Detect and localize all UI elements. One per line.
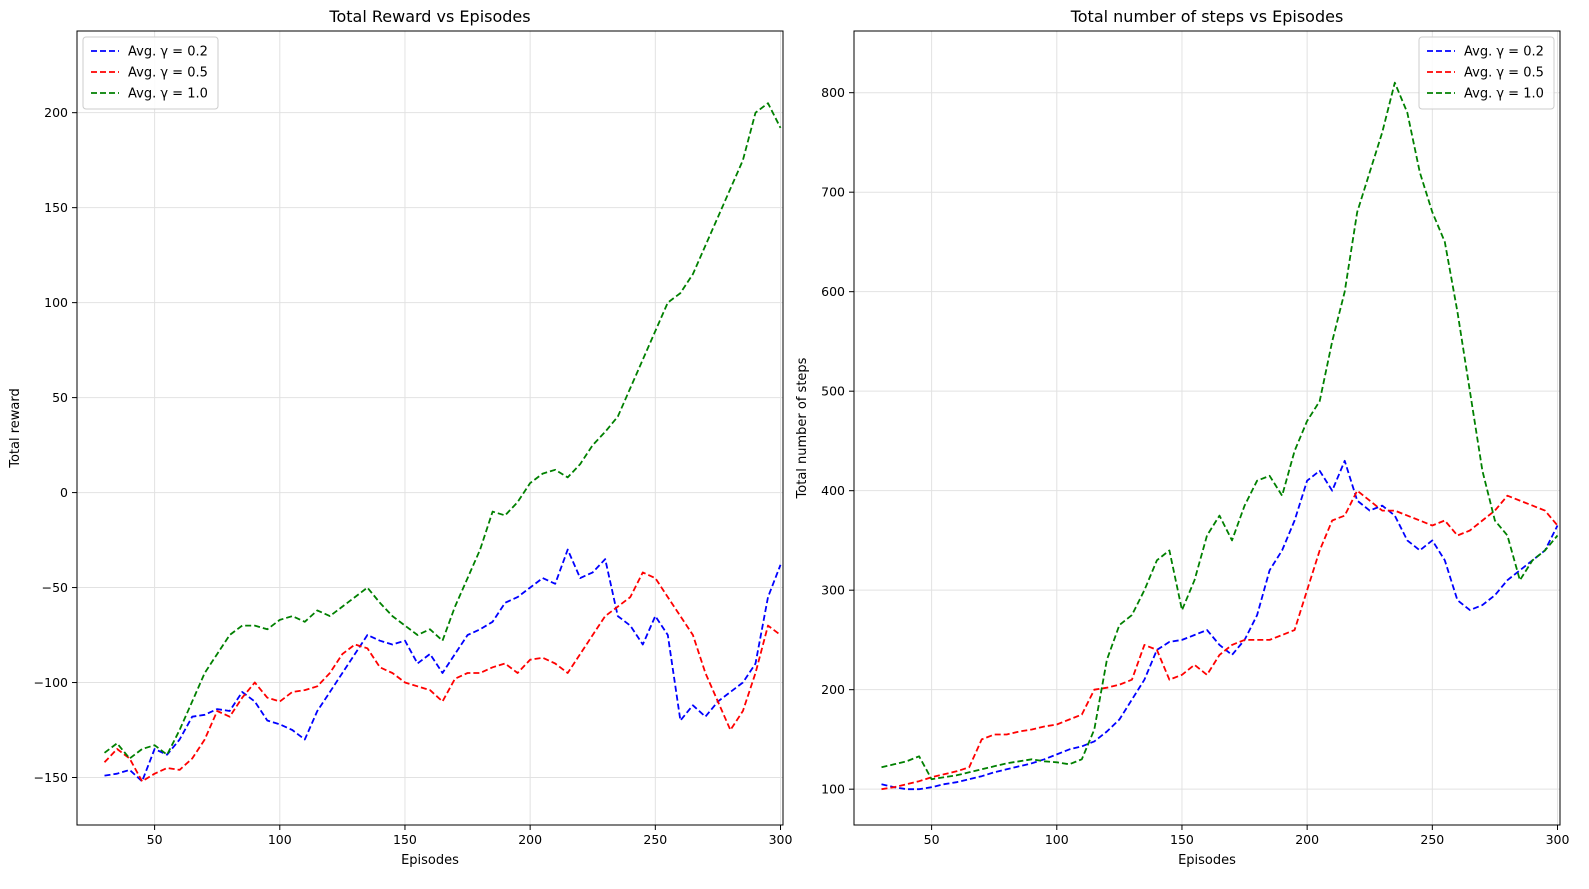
x-tick-label: 200 — [1295, 832, 1319, 847]
y-tick-label: 150 — [44, 200, 68, 215]
y-tick-label: 500 — [821, 384, 845, 399]
y-tick-label: 0 — [60, 485, 68, 500]
y-tick-label: 600 — [821, 284, 845, 299]
y-tick-label: 200 — [44, 105, 68, 120]
legend-label: Avg. γ = 0.5 — [1464, 66, 1544, 81]
series-line-1 — [881, 489, 1559, 791]
legend-label: Avg. γ = 1.0 — [1464, 87, 1544, 102]
series-line-2 — [881, 81, 1559, 781]
x-tick-label: 150 — [393, 832, 417, 847]
legend-label: Avg. γ = 0.5 — [128, 66, 208, 81]
y-tick-label: 800 — [821, 85, 845, 100]
y-tick-label: 50 — [52, 390, 68, 405]
y-tick-label: 200 — [821, 682, 845, 697]
reward-chart-y-axis-label: Total reward — [8, 388, 23, 469]
reward-chart-title: Total Reward vs Episodes — [328, 7, 530, 26]
plot-frame — [853, 30, 1561, 826]
series-line-2 — [103, 102, 782, 760]
x-tick-label: 300 — [769, 832, 793, 847]
x-tick-label: 100 — [268, 832, 292, 847]
x-tick-label: 250 — [643, 832, 667, 847]
y-tick-label: 700 — [821, 185, 845, 200]
steps-chart-legend: Avg. γ = 0.2 Avg. γ = 0.5 Avg. γ = 1.0 — [1418, 36, 1555, 110]
reward-chart-legend: Avg. γ = 0.2 Avg. γ = 0.5 Avg. γ = 1.0 — [82, 36, 219, 110]
plot-frame — [76, 30, 784, 826]
x-tick-label: 150 — [1170, 832, 1194, 847]
x-tick-label: 250 — [1420, 832, 1444, 847]
x-tick-label: 300 — [1546, 832, 1570, 847]
steps-chart-y-axis-label: Total number of steps — [795, 357, 810, 499]
y-tick-label: 400 — [821, 483, 845, 498]
x-tick-label: 200 — [518, 832, 542, 847]
x-tick-label: 100 — [1045, 832, 1069, 847]
series-line-1 — [103, 571, 782, 783]
steps-chart: 50 100 150 200 250 300 100 200 300 400 500 600 700 80… — [795, 7, 1569, 868]
legend-label: Avg. γ = 1.0 — [128, 87, 208, 102]
legend-label: Avg. γ = 0.2 — [128, 45, 208, 60]
x-tick-label: 50 — [147, 832, 163, 847]
series-line-0 — [104, 548, 782, 783]
x-tick-label: 50 — [924, 832, 940, 847]
series-line-0 — [881, 459, 1559, 791]
y-tick-label: −50 — [42, 580, 68, 595]
reward-chart-x-axis-label: Episodes — [401, 853, 459, 868]
y-tick-label: −150 — [34, 770, 68, 785]
y-tick-label: 300 — [821, 583, 845, 598]
y-tick-label: 100 — [821, 782, 845, 797]
y-tick-label: −100 — [34, 675, 68, 690]
steps-chart-title: Total number of steps vs Episodes — [1070, 7, 1344, 26]
y-tick-label: 100 — [44, 295, 68, 310]
reward-chart: 50 100 150 200 250 300 −150 −100 −50 0 50 100 150 200… — [8, 7, 792, 868]
legend-label: Avg. γ = 0.2 — [1464, 45, 1544, 60]
steps-chart-x-axis-label: Episodes — [1178, 853, 1236, 868]
